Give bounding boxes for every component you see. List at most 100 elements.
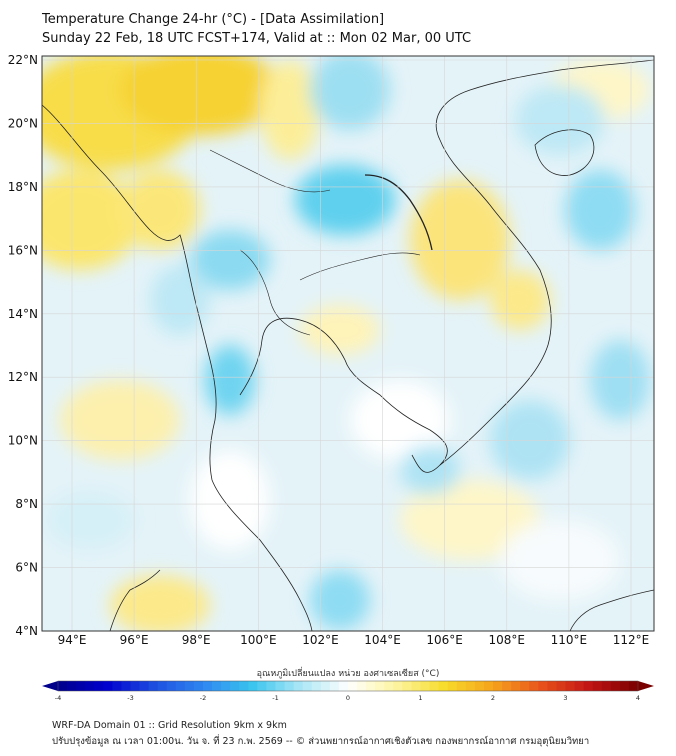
colorbar-segment [284, 681, 295, 691]
lat-tick-label: 6°N [15, 561, 38, 575]
colorbar-segment [85, 681, 95, 691]
colorbar-tick-label: 4 [636, 694, 640, 702]
colorbar-border [57, 680, 639, 692]
colorbar-segment [456, 681, 467, 691]
colorbar-segment [329, 681, 340, 691]
lon-tick-label: 102°E [302, 633, 339, 647]
lat-tick-label: 8°N [15, 497, 38, 511]
colorbar-segment [338, 681, 349, 691]
colorbar-segment [230, 681, 240, 691]
lat-tick-label: 4°N [15, 624, 38, 638]
colorbar-segment [221, 681, 231, 691]
colorbar-tick-label: 0 [346, 694, 350, 702]
colorbar-segment [257, 681, 267, 691]
lon-tick-label: 112°E [613, 633, 650, 647]
lon-tick-label: 98°E [182, 633, 211, 647]
colorbar-segment [239, 681, 249, 691]
colorbar-segment [275, 681, 285, 691]
colorbar-tick-label: -3 [127, 694, 133, 702]
map-subtitle: Sunday 22 Feb, 18 UTC FCST+174, Valid at… [42, 31, 472, 46]
lon-tick-label: 108°E [489, 633, 526, 647]
colorbar-segment [438, 681, 449, 691]
map-title: Temperature Change 24-hr (°C) - [Data As… [42, 12, 385, 27]
lon-tick-label: 110°E [551, 633, 588, 647]
colorbar-segment [619, 681, 630, 691]
colorbar-segment [402, 681, 412, 691]
lat-tick-label: 12°N [8, 370, 38, 384]
colorbar-segment [465, 681, 476, 691]
colorbar-segment [592, 681, 603, 691]
colorbar-segment [628, 681, 639, 691]
lat-tick-label: 20°N [8, 116, 38, 130]
colorbar-segment [293, 681, 304, 691]
lat-tick-label: 14°N [8, 307, 38, 321]
colorbar-segment [112, 681, 122, 691]
colorbar-segment [203, 681, 213, 691]
colorbar-segment [393, 681, 403, 691]
lon-tick-label: 100°E [240, 633, 277, 647]
colorbar-segment [76, 681, 86, 691]
colorbar-segment [67, 681, 77, 691]
colorbar-segment [610, 681, 621, 691]
colorbar-segment [556, 681, 566, 691]
colorbar-segment [139, 681, 150, 691]
colorbar-tick-label: -4 [55, 694, 61, 702]
colorbar-segment [248, 681, 258, 691]
lon-tick-label: 96°E [120, 633, 149, 647]
lat-tick-label: 22°N [8, 53, 38, 67]
colorbar-segment [583, 681, 594, 691]
colorbar-segment [493, 681, 503, 691]
colorbar-segment [429, 681, 440, 691]
colorbar-segment [538, 681, 548, 691]
colorbar-tick-label: 3 [563, 694, 567, 702]
colorbar-segment [320, 681, 331, 691]
colorbar-segment [193, 681, 204, 691]
colorbar-segment [184, 681, 195, 691]
colorbar-segment [474, 681, 485, 691]
colorbar-label: อุณหภูมิเปลี่ยนแปลง หน่วย องศาเซลเซียส (… [257, 666, 440, 679]
colorbar-segment [574, 681, 585, 691]
colorbar-segment [375, 681, 385, 691]
colorbar-segment [357, 681, 367, 691]
colorbar-segment [529, 681, 539, 691]
colorbar-tick-label: 2 [491, 694, 495, 702]
footer-domain-info: WRF-DA Domain 01 :: Grid Resolution 9km … [52, 720, 287, 731]
colorbar-segment [130, 681, 140, 691]
temperature-field [42, 56, 654, 631]
colorbar [42, 680, 654, 692]
colorbar-segment [420, 681, 430, 691]
colorbar-segment [366, 681, 376, 691]
colorbar-segment [411, 681, 421, 691]
colorbar-segment [121, 681, 131, 691]
colorbar-segment [511, 681, 521, 691]
colorbar-max-extend [638, 681, 654, 691]
colorbar-segment [547, 681, 557, 691]
lat-tick-label: 18°N [8, 180, 38, 194]
colorbar-segment [266, 681, 276, 691]
colorbar-tick-label: -2 [200, 694, 206, 702]
colorbar-tick-label: -1 [272, 694, 278, 702]
colorbar-segment [58, 681, 68, 691]
colorbar-segment [166, 681, 177, 691]
colorbar-segment [601, 681, 612, 691]
lat-tick-label: 16°N [8, 243, 38, 257]
colorbar-segment [483, 681, 494, 691]
colorbar-min-extend [42, 681, 58, 691]
colorbar-segment [311, 681, 322, 691]
colorbar-segment [384, 681, 394, 691]
graticule [42, 56, 654, 631]
lat-tick-label: 10°N [8, 434, 38, 448]
lon-tick-label: 106°E [426, 633, 463, 647]
colorbar-tick-label: 1 [418, 694, 422, 702]
coastlines [42, 59, 654, 631]
colorbar-segment [175, 681, 186, 691]
colorbar-segment [565, 681, 575, 691]
colorbar-segment [447, 681, 458, 691]
colorbar-segment [103, 681, 113, 691]
colorbar-segment [302, 681, 313, 691]
colorbar-segment [348, 681, 358, 691]
colorbar-segment [520, 681, 530, 691]
footer-update-info: ปรับปรุงข้อมูล ณ เวลา 01:00น. วัน จ. ที่… [52, 736, 590, 747]
lon-tick-label: 104°E [364, 633, 401, 647]
